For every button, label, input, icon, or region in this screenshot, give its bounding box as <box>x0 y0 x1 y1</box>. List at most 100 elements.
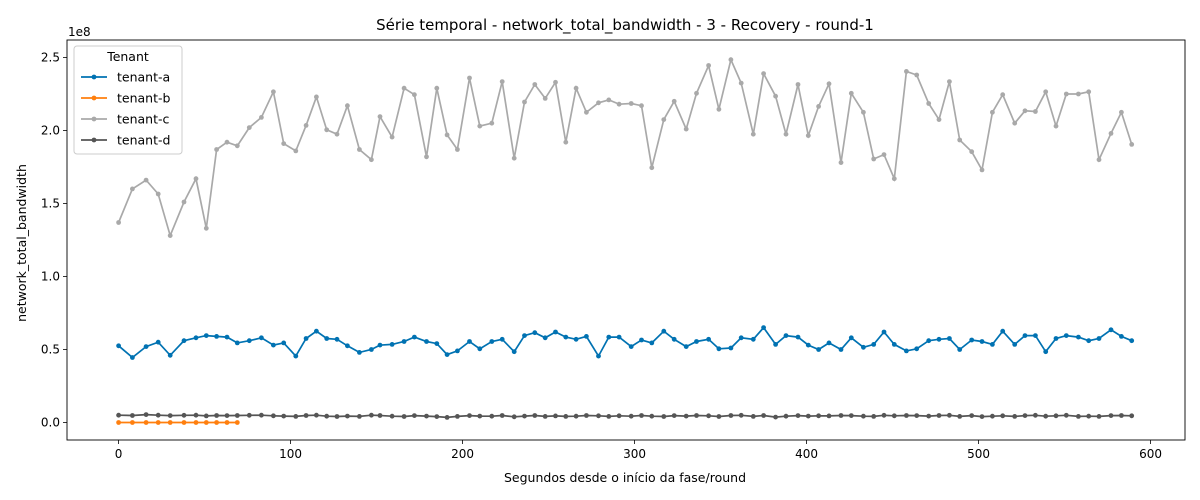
tenant-c-point <box>1108 131 1114 136</box>
legend-box <box>73 45 183 155</box>
tenant-d-point <box>761 413 766 418</box>
tenant-d-point <box>334 414 340 419</box>
tenant-c-point <box>1076 91 1081 97</box>
y-tick-label: 1.0 <box>41 269 60 283</box>
tenant-d-point <box>412 413 417 418</box>
tenant-d-point <box>542 414 548 419</box>
tenant-a-point <box>639 337 644 343</box>
tenant-c-point <box>584 109 589 115</box>
legend-swatch-marker <box>91 95 97 101</box>
tenant-a-point <box>434 341 440 346</box>
tenant-a-point <box>246 338 252 344</box>
tenant-c-point <box>357 147 362 152</box>
tenant-b-point <box>155 420 161 425</box>
tenant-a-point <box>389 342 395 347</box>
tenant-d-point <box>738 412 744 418</box>
tenant-c-point <box>1119 109 1124 115</box>
tenant-d-point <box>1086 413 1092 419</box>
tenant-a-point <box>628 344 634 349</box>
tenant-a-point <box>224 334 230 340</box>
tenant-d-point <box>990 413 995 419</box>
tenant-a-point <box>914 346 920 352</box>
tenant-d-point <box>969 413 975 418</box>
y-axis-label: network_total_bandwidth <box>14 164 29 322</box>
tenant-a-point <box>167 352 173 358</box>
tenant-c-point <box>816 104 821 109</box>
y-axis-offset-label: 1e8 <box>68 25 91 39</box>
tenant-a-point <box>738 335 744 341</box>
tenant-d-point <box>706 413 711 419</box>
tenant-c-point <box>738 80 744 86</box>
tenant-a-point <box>1053 336 1059 341</box>
tenant-c-point <box>671 98 677 104</box>
tenant-c-point <box>914 72 920 78</box>
tenant-c-point <box>181 199 187 205</box>
tenant-c-point <box>511 155 517 161</box>
tenant-a-point <box>990 342 995 347</box>
tenant-c-point <box>369 157 374 163</box>
tenant-d-point <box>1076 414 1081 419</box>
tenant-a-point <box>193 335 199 341</box>
tenant-a-point <box>271 342 276 348</box>
tenant-a-point <box>477 346 483 352</box>
x-tick-label: 600 <box>1139 447 1162 461</box>
tenant-c-line <box>117 57 1133 239</box>
tenant-a-point <box>584 334 589 339</box>
tenant-d-point <box>596 413 601 419</box>
tenant-a-point <box>116 343 121 349</box>
tenant-c-point <box>706 63 711 68</box>
tenant-a-point <box>947 336 952 341</box>
tenant-d-point <box>553 413 558 419</box>
tenant-d-point <box>369 412 374 418</box>
legend-swatch-marker <box>91 74 97 80</box>
tenant-d-point <box>532 413 538 418</box>
tenant-d-point <box>1043 413 1049 419</box>
tenant-d-point <box>1033 412 1038 418</box>
tenant-a-point <box>563 334 569 340</box>
tenant-c-point <box>314 94 319 100</box>
legend-item-tenant-a: tenant-a <box>81 70 170 85</box>
tenant-c-point <box>224 139 230 145</box>
tenant-d-point <box>522 413 527 419</box>
tenant-c-point <box>193 176 199 182</box>
tenant-d-point <box>489 413 495 419</box>
tenant-d-point <box>914 413 920 418</box>
tenant-d-point <box>499 413 505 418</box>
tenant-c-point <box>116 220 121 225</box>
tenant-a-point <box>1119 334 1124 339</box>
tenant-a-point <box>936 336 942 342</box>
tenant-b-point <box>143 420 149 425</box>
legend-label: tenant-a <box>117 70 170 85</box>
x-tick-label: 300 <box>623 447 646 461</box>
tenant-a-point <box>424 339 429 344</box>
tenant-d-point <box>716 414 722 419</box>
tenant-c-point <box>389 134 395 140</box>
tenant-d-point <box>1119 413 1124 418</box>
tenant-c-point <box>293 148 299 154</box>
tenant-d-point <box>628 413 634 419</box>
tenant-c-point <box>167 233 173 239</box>
tenant-d-point <box>891 413 897 419</box>
tenant-a-line <box>118 326 1133 359</box>
tenant-d-point <box>203 413 209 419</box>
tenant-d-point <box>281 413 287 419</box>
tenant-d-point <box>271 413 276 419</box>
tenant-d-point <box>1053 413 1059 419</box>
chart-title: Série temporal - network_total_bandwidth… <box>376 16 874 35</box>
tenant-d-point <box>639 413 644 418</box>
tenant-c-point <box>444 132 450 138</box>
y-tick-label: 0.0 <box>41 415 60 429</box>
tenant-c-point <box>750 131 756 137</box>
tenant-a-point <box>969 337 975 343</box>
tenant-d-point <box>861 413 866 419</box>
tenant-c-point <box>553 79 558 85</box>
tenant-c-point <box>455 147 460 152</box>
tenant-d-point <box>838 413 844 418</box>
tenant-c-point <box>234 143 240 149</box>
tenant-a-point <box>683 344 689 349</box>
tenant-d-point <box>1096 414 1102 419</box>
tenant-c-point <box>1000 92 1006 98</box>
tenant-d-point <box>477 413 483 419</box>
tenant-b-point <box>224 420 230 425</box>
tenant-a-point <box>716 346 722 352</box>
